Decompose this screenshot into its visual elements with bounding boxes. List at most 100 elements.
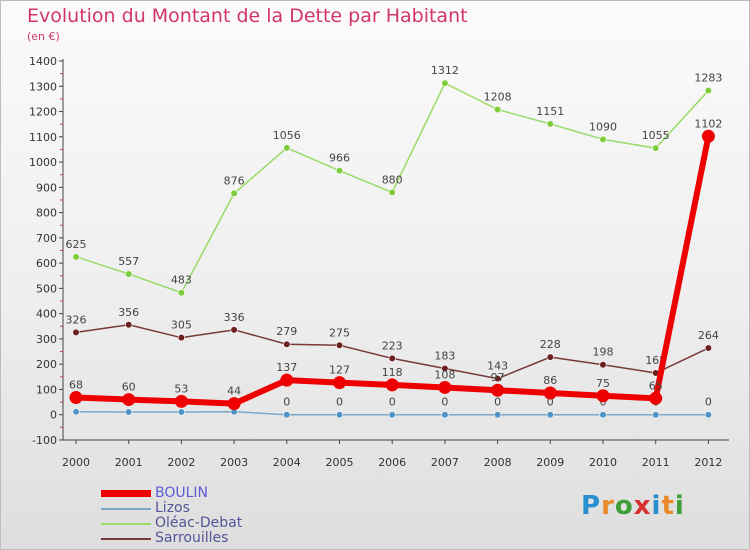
data-label-ol-ac-debat: 483 — [171, 274, 192, 287]
data-point-ol-ac-debat — [177, 289, 185, 297]
chart-title: Evolution du Montant de la Dette par Hab… — [27, 5, 468, 27]
data-point-lizos — [72, 408, 80, 416]
data-point-boulin — [122, 393, 136, 407]
chart-unit: (en €) — [27, 30, 60, 43]
legend-swatch-boulin — [101, 490, 151, 497]
data-label-boulin: 53 — [174, 382, 188, 395]
data-point-lizos — [125, 408, 133, 416]
x-tick-label: 2011 — [642, 456, 670, 469]
data-label-boulin: 65 — [649, 379, 663, 392]
data-point-sarrouilles — [704, 344, 713, 352]
data-label-boulin: 75 — [596, 377, 610, 390]
data-point-ol-ac-debat — [335, 167, 344, 175]
x-tick-label: 2012 — [694, 456, 722, 469]
data-label-boulin: 44 — [227, 385, 241, 398]
data-label-boulin: 118 — [382, 366, 403, 379]
data-label-boulin: 97 — [491, 371, 505, 384]
data-point-ol-ac-debat — [283, 144, 291, 152]
data-label-sarrouilles: 326 — [66, 313, 87, 326]
data-label-ol-ac-debat: 625 — [66, 238, 87, 251]
data-label-sarrouilles: 183 — [434, 349, 455, 362]
data-label-boulin: 137 — [276, 361, 297, 374]
y-tick-label: 500 — [36, 282, 57, 295]
logo-letter: i — [674, 491, 685, 521]
data-label-ol-ac-debat: 1208 — [484, 91, 512, 104]
x-tick-label: 2006 — [378, 456, 406, 469]
logo-letter: t — [661, 491, 675, 521]
y-tick-label: 1000 — [29, 156, 57, 169]
data-label-sarrouilles: 228 — [540, 338, 561, 351]
data-label-sarrouilles: 275 — [329, 326, 350, 339]
x-tick-label: 2003 — [220, 456, 248, 469]
legend-label-boulin: BOULIN — [155, 485, 209, 501]
data-point-ol-ac-debat — [441, 79, 449, 87]
data-label-boulin: 60 — [122, 381, 136, 394]
data-label-ol-ac-debat: 557 — [118, 255, 139, 268]
data-point-lizos — [494, 411, 502, 419]
data-point-ol-ac-debat — [599, 135, 607, 143]
data-point-sarrouilles — [72, 328, 80, 336]
data-point-boulin — [596, 389, 610, 403]
logo-letter: i — [651, 491, 662, 521]
legend-label-ol-ac-debat: Oléac-Debat — [155, 515, 243, 531]
data-point-boulin — [649, 391, 663, 405]
x-tick-label: 2007 — [431, 456, 459, 469]
data-point-sarrouilles — [546, 353, 554, 361]
legend-swatch-ol-ac-debat — [101, 523, 151, 525]
logo-letter: x — [633, 491, 652, 521]
x-tick-label: 2002 — [167, 456, 195, 469]
data-point-lizos — [441, 411, 449, 419]
data-label-boulin: 86 — [543, 374, 557, 387]
data-point-boulin — [543, 386, 557, 400]
y-tick-label: 400 — [36, 308, 57, 321]
data-point-lizos — [177, 408, 185, 416]
data-label-sarrouilles: 356 — [118, 306, 139, 319]
data-point-boulin — [69, 391, 83, 405]
data-label-lizos: 0 — [441, 396, 448, 409]
data-point-sarrouilles — [283, 340, 291, 348]
y-tick-label: 200 — [36, 358, 57, 371]
data-point-sarrouilles — [494, 375, 502, 383]
data-label-boulin: 108 — [434, 368, 455, 381]
legend-swatch-lizos — [101, 508, 151, 510]
data-label-lizos: 0 — [494, 396, 501, 409]
logo-letter: r — [601, 491, 615, 521]
data-point-sarrouilles — [388, 354, 396, 362]
data-point-ol-ac-debat — [494, 105, 502, 114]
data-label-lizos: 0 — [389, 396, 396, 409]
data-label-ol-ac-debat: 1283 — [694, 72, 722, 85]
data-point-lizos — [599, 411, 607, 419]
x-tick-label: 2005 — [326, 456, 354, 469]
y-tick-label: -100 — [32, 434, 57, 447]
data-point-ol-ac-debat — [72, 253, 80, 261]
series-line-ol-ac-debat — [75, 82, 710, 294]
data-point-boulin — [333, 376, 346, 390]
data-point-ol-ac-debat — [546, 120, 554, 128]
data-label-sarrouilles: 143 — [487, 360, 508, 373]
data-label-lizos: 0 — [705, 396, 712, 409]
x-tick-label: 2004 — [273, 456, 301, 469]
x-tick-label: 2001 — [115, 456, 143, 469]
legend-swatch-sarrouilles — [101, 538, 151, 540]
data-point-sarrouilles — [599, 361, 607, 369]
data-label-sarrouilles: 336 — [224, 311, 245, 324]
data-label-ol-ac-debat: 966 — [329, 152, 350, 165]
data-point-lizos — [652, 411, 660, 419]
x-tick-label: 2010 — [589, 456, 617, 469]
data-label-sarrouilles: 264 — [698, 329, 719, 342]
data-point-ol-ac-debat — [704, 86, 713, 95]
data-label-lizos: 0 — [283, 396, 290, 409]
y-tick-label: 900 — [36, 181, 57, 194]
data-point-boulin — [174, 394, 188, 408]
x-tick-label: 2009 — [536, 456, 564, 469]
y-tick-label: 0 — [50, 409, 57, 422]
data-label-sarrouilles: 279 — [276, 325, 297, 338]
legend-label-sarrouilles: Sarrouilles — [155, 530, 229, 546]
data-label-ol-ac-debat: 1056 — [273, 129, 301, 142]
y-tick-label: 800 — [36, 207, 57, 220]
data-point-lizos — [388, 411, 396, 419]
data-label-ol-ac-debat: 1090 — [589, 120, 617, 133]
data-point-ol-ac-debat — [230, 189, 238, 197]
y-tick-label: 100 — [36, 383, 57, 396]
